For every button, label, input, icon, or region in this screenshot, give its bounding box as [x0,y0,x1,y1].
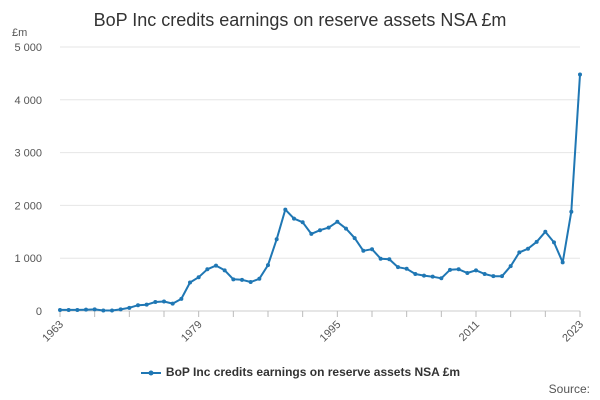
data-point [318,228,322,233]
data-point [75,307,80,312]
data-point [292,216,296,221]
data-point [396,265,400,270]
y-tick-label: 2 000 [14,200,42,212]
data-point [283,207,288,212]
y-tick-label: 0 [36,306,42,318]
data-point [196,275,201,280]
data-point [387,257,392,262]
data-point [231,277,236,282]
y-tick-label: 5 000 [14,42,42,54]
data-point [404,266,409,271]
chart-title: BoP Inc credits earnings on reserve asse… [93,10,507,30]
source-label: Source: [548,382,590,396]
legend[interactable]: BoP Inc credits earnings on reserve asse… [0,365,600,379]
data-point [413,272,418,277]
y-axis-unit-label: £m [12,27,28,39]
data-point [110,308,114,313]
data-point [422,273,426,278]
data-point [118,307,123,312]
data-point [274,237,279,242]
data-point [101,308,106,313]
data-point [552,240,556,245]
data-point [92,307,97,312]
y-tick-label: 3 000 [14,148,42,160]
x-tick-label: 2023 [560,319,586,345]
data-point [170,301,175,306]
data-point [448,267,452,272]
data-point [222,268,227,273]
data-point [127,305,132,310]
data-point [144,302,149,307]
data-point [326,225,331,230]
data-point [508,264,513,269]
data-point [465,270,470,275]
data-point [335,219,340,224]
data-point [352,236,357,241]
legend-label: BoP Inc credits earnings on reserve asse… [165,365,461,379]
data-point [214,263,218,268]
x-tick-label: 1995 [318,319,344,345]
data-point [162,299,166,304]
data-point [179,296,184,301]
data-point [66,307,71,312]
data-point [439,276,444,281]
data-point [257,276,262,281]
data-point [560,260,565,265]
y-tick-label: 4 000 [14,95,42,107]
x-tick-label: 2011 [457,319,482,344]
x-tick-label: 1963 [40,319,66,345]
data-point [500,274,504,279]
data-point [153,300,158,305]
x-tick-label: 1979 [179,319,205,345]
data-point [543,229,548,234]
data-point [361,248,366,253]
data-point [240,277,244,282]
data-point [534,239,539,244]
data-point [430,274,435,279]
data-point [569,209,574,214]
data-point [370,247,374,252]
y-tick-label: 1 000 [14,253,42,265]
data-point [578,72,582,77]
data-point [300,220,305,225]
data-point [58,307,62,312]
data-point [205,267,210,272]
data-point [491,274,496,279]
data-point [526,246,530,251]
data-point [456,267,461,272]
data-point [378,256,383,261]
legend-line-symbol [140,370,161,376]
data-point [84,307,88,312]
data-point [309,231,314,236]
data-point [344,226,348,231]
data-point [517,250,522,255]
data-point [482,272,487,277]
data-point [266,263,270,268]
data-point [474,268,478,273]
data-point [248,279,253,284]
data-point [188,280,192,285]
data-point [136,303,140,308]
